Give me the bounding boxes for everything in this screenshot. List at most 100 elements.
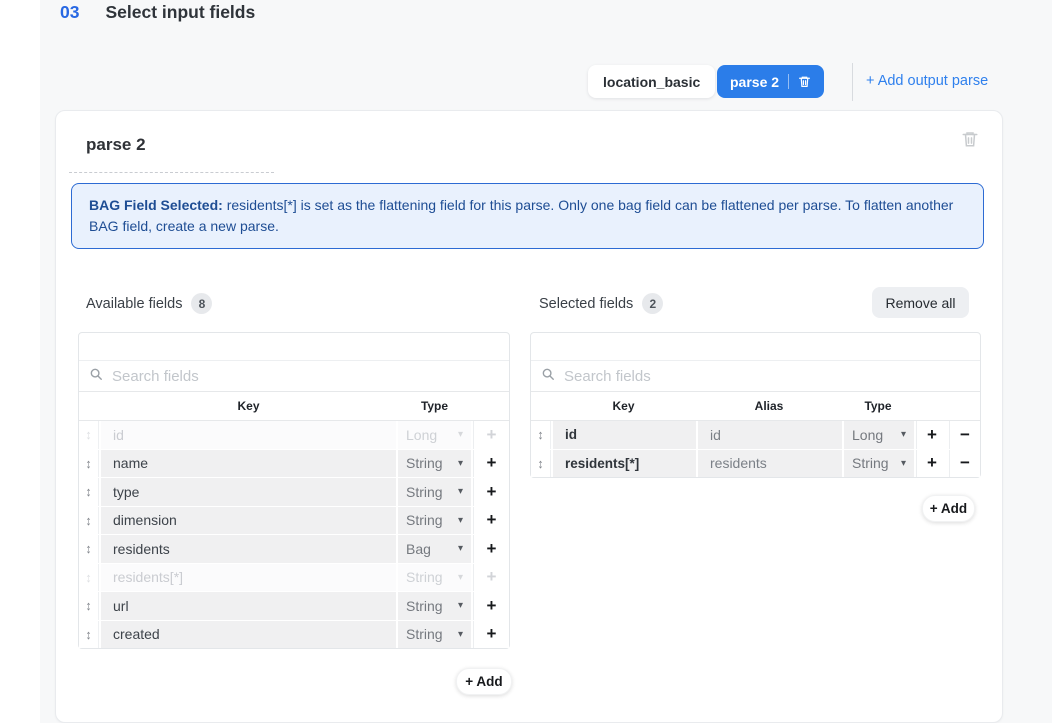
table-row: ↕ url String ▾ + (79, 592, 509, 620)
banner-bold-label: BAG Field Selected: (89, 197, 223, 213)
drag-handle-icon[interactable]: ↕ (79, 535, 99, 563)
field-key: id (553, 421, 696, 449)
tab-location-basic[interactable]: location_basic (588, 65, 716, 98)
available-rows: ↕ id Long ▾ + ↕ name String ▾ + ↕ type Str… (79, 421, 509, 648)
bag-field-banner: BAG Field Selected: residents[*] is set … (71, 183, 984, 249)
drag-handle-icon[interactable]: ↕ (79, 449, 99, 477)
chevron-down-icon: ▾ (457, 429, 463, 441)
column-header-key: Key (612, 399, 635, 413)
selected-add-button[interactable]: + Add (922, 495, 975, 522)
selected-table-header: Key Alias Type (531, 392, 980, 421)
add-field-button[interactable]: + (473, 535, 509, 563)
chevron-down-icon: ▾ (457, 486, 463, 498)
field-alias[interactable]: id (698, 421, 842, 449)
available-table-header: Key Type (79, 392, 509, 421)
selected-fields-title: Selected fields 2 (539, 293, 664, 314)
remove-all-button[interactable]: Remove all (872, 287, 969, 318)
selected-search-row (531, 361, 980, 392)
type-dropdown[interactable]: String ▾ (398, 449, 471, 477)
add-field-button[interactable]: + (473, 449, 509, 477)
parse-card: parse 2 BAG Field Selected: residents[*]… (55, 110, 1003, 723)
field-key: residents[*] (553, 449, 696, 477)
drag-handle-icon[interactable]: ↕ (79, 478, 99, 506)
field-key: residents[*] (101, 563, 396, 591)
type-dropdown[interactable]: String ▾ (398, 592, 471, 620)
type-dropdown: Long ▾ (398, 421, 471, 449)
selected-rows: ↕ id id Long ▾ + − ↕ residents[*] residen… (531, 421, 980, 477)
add-field-button[interactable]: + (473, 506, 509, 534)
chevron-down-icon: ▾ (900, 457, 906, 469)
remove-field-button[interactable]: − (949, 449, 980, 477)
chevron-down-icon: ▾ (457, 600, 463, 612)
table-row: ↕ name String ▾ + (79, 449, 509, 477)
add-field-button[interactable]: + (916, 421, 947, 449)
delete-parse-icon[interactable] (798, 75, 811, 88)
selected-search-input[interactable] (564, 367, 970, 385)
field-key: name (101, 449, 396, 477)
selected-fields-table: Key Alias Type ↕ id id Long▾ + − ↕ resid… (530, 332, 981, 478)
add-field-button: + (473, 421, 509, 449)
table-row: ↕ type String ▾ + (79, 478, 509, 506)
drag-handle-icon[interactable]: ↕ (531, 449, 551, 477)
available-count-badge: 8 (191, 293, 213, 314)
field-key: dimension (101, 506, 396, 534)
column-header-type: Type (420, 399, 449, 413)
table-toolbar (79, 333, 509, 361)
field-key: residents (101, 535, 396, 563)
drag-handle-icon[interactable]: ↕ (79, 620, 99, 648)
drag-handle-icon[interactable]: ↕ (79, 506, 99, 534)
table-row: ↕ id Long ▾ + (79, 421, 509, 449)
parse-name-field[interactable]: parse 2 (86, 135, 146, 154)
table-row: ↕ residents Bag ▾ + (79, 535, 509, 563)
tab-label: location_basic (603, 73, 701, 90)
chevron-down-icon: ▾ (457, 457, 463, 469)
step-header: 03 Select input fields (60, 2, 255, 23)
table-row: ↕ created String ▾ + (79, 620, 509, 648)
type-dropdown[interactable]: Long ▾ (844, 421, 914, 449)
chevron-down-icon: ▾ (900, 429, 906, 441)
drag-handle-icon: ↕ (79, 563, 99, 591)
column-header-type: Type (864, 399, 892, 413)
delete-parse-card-icon[interactable] (961, 130, 979, 153)
type-dropdown[interactable]: String ▾ (398, 478, 471, 506)
chevron-down-icon: ▾ (457, 571, 463, 583)
column-header-key: Key (237, 399, 260, 413)
add-field-button: + (473, 563, 509, 591)
available-search-input[interactable] (112, 367, 499, 385)
add-field-button[interactable]: + (916, 449, 947, 477)
search-icon (541, 367, 555, 386)
add-field-button[interactable]: + (473, 592, 509, 620)
chevron-down-icon: ▾ (457, 514, 463, 526)
field-alias[interactable]: residents (698, 449, 842, 477)
field-key: id (101, 421, 396, 449)
drag-handle-icon: ↕ (79, 421, 99, 449)
step-number: 03 (60, 2, 80, 22)
type-dropdown: String ▾ (398, 563, 471, 591)
type-dropdown[interactable]: String ▾ (398, 506, 471, 534)
chevron-down-icon: ▾ (457, 628, 463, 640)
drag-handle-icon[interactable]: ↕ (79, 592, 99, 620)
add-field-button[interactable]: + (473, 478, 509, 506)
tabs-section-divider (852, 63, 853, 101)
add-field-button[interactable]: + (473, 620, 509, 648)
column-header-alias: Alias (754, 399, 784, 413)
type-dropdown[interactable]: String ▾ (398, 620, 471, 648)
remove-field-button[interactable]: − (949, 421, 980, 449)
type-dropdown[interactable]: Bag ▾ (398, 535, 471, 563)
tab-parse-2[interactable]: parse 2 (717, 65, 825, 98)
type-dropdown[interactable]: String ▾ (844, 449, 914, 477)
selected-count-badge: 2 (642, 293, 664, 314)
table-row: ↕ id id Long ▾ + − (531, 421, 980, 449)
search-icon (89, 367, 103, 386)
available-fields-table: Key Type ↕ id Long▾ + ↕ name String▾ + ↕… (78, 332, 510, 649)
add-output-parse-link[interactable]: + Add output parse (866, 73, 989, 89)
page-title: Select input fields (105, 2, 256, 22)
available-add-button[interactable]: + Add (456, 668, 512, 695)
table-row: ↕ residents[*] String ▾ + (79, 563, 509, 591)
available-search-row (79, 361, 509, 392)
tab-label: parse 2 (730, 73, 780, 90)
drag-handle-icon[interactable]: ↕ (531, 421, 551, 449)
table-row: ↕ dimension String ▾ + (79, 506, 509, 534)
banner-text: residents[*] is set as the flattening fi… (89, 197, 954, 234)
parse-name-underline (69, 172, 274, 173)
